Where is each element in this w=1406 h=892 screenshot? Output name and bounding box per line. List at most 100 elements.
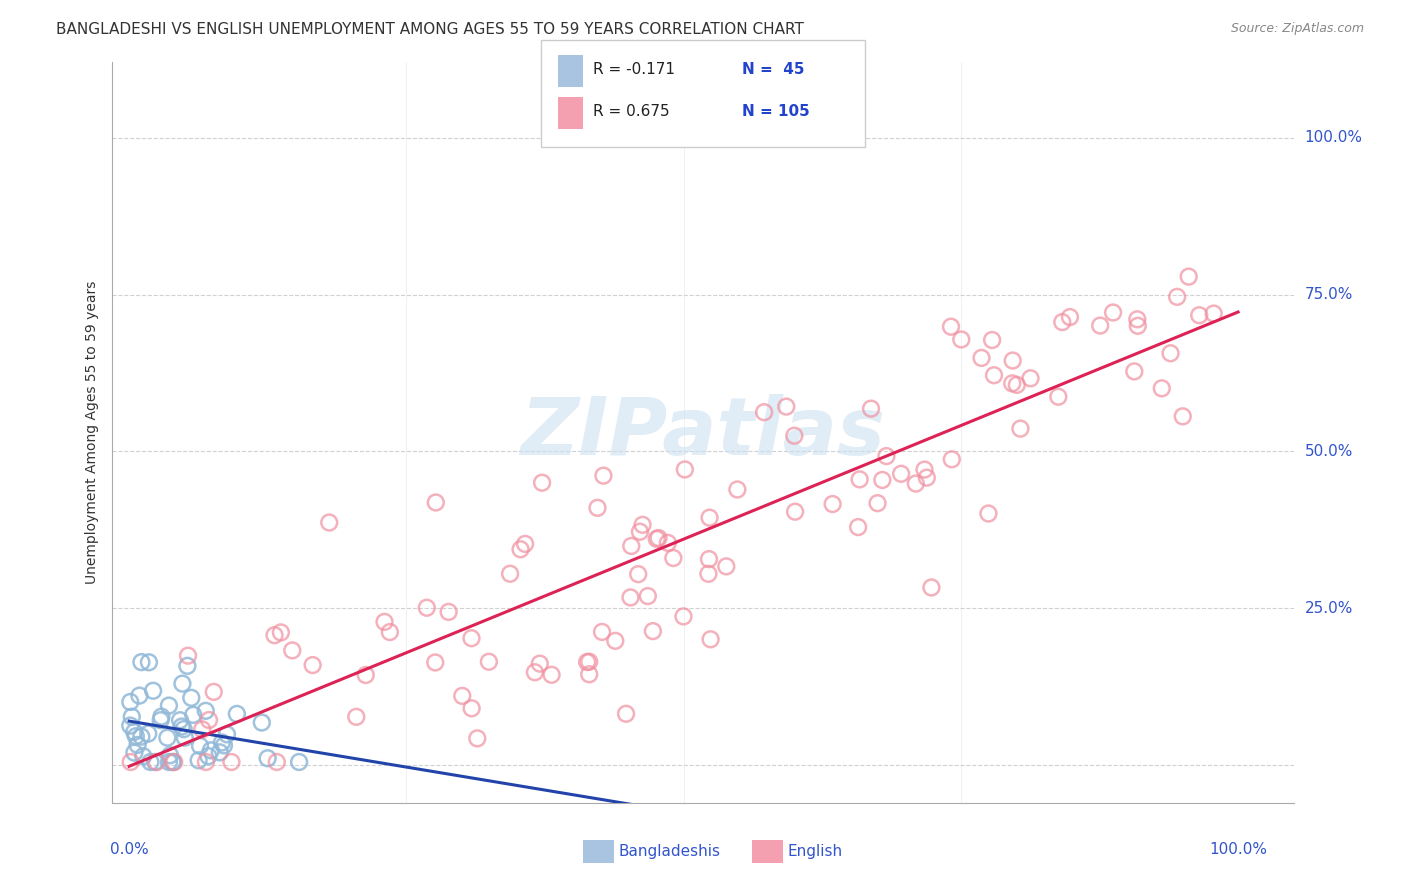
Point bbox=[673, 462, 696, 476]
Point bbox=[697, 552, 720, 566]
Point bbox=[142, 683, 165, 698]
Point bbox=[1123, 364, 1146, 378]
Point bbox=[576, 655, 599, 669]
Point bbox=[860, 401, 883, 416]
Point bbox=[783, 428, 806, 442]
Y-axis label: Unemployment Among Ages 55 to 59 years: Unemployment Among Ages 55 to 59 years bbox=[84, 281, 98, 584]
Point bbox=[163, 755, 186, 769]
Point bbox=[169, 713, 191, 727]
Point bbox=[145, 755, 167, 769]
Point bbox=[131, 730, 153, 744]
Point bbox=[173, 731, 195, 745]
Point bbox=[631, 517, 654, 532]
Point bbox=[425, 495, 447, 509]
Point bbox=[202, 685, 225, 699]
Text: ZIPatlas: ZIPatlas bbox=[520, 393, 886, 472]
Text: 100.0%: 100.0% bbox=[1305, 130, 1362, 145]
Point bbox=[1126, 312, 1149, 326]
Point bbox=[124, 746, 146, 760]
Point bbox=[172, 676, 194, 690]
Point bbox=[170, 720, 193, 734]
Point bbox=[846, 520, 869, 534]
Point bbox=[1059, 310, 1081, 324]
Point bbox=[875, 449, 897, 463]
Point bbox=[120, 695, 142, 709]
Text: 100.0%: 100.0% bbox=[1209, 842, 1267, 856]
Point bbox=[281, 643, 304, 657]
Point bbox=[301, 658, 323, 673]
Point bbox=[848, 472, 870, 486]
Point bbox=[1001, 353, 1024, 368]
Point bbox=[120, 718, 142, 732]
Point bbox=[509, 542, 531, 557]
Point bbox=[212, 739, 235, 753]
Point bbox=[288, 755, 311, 769]
Point bbox=[716, 559, 738, 574]
Point bbox=[191, 723, 214, 737]
Text: 0.0%: 0.0% bbox=[110, 842, 149, 856]
Point bbox=[460, 631, 482, 645]
Point bbox=[785, 505, 807, 519]
Point bbox=[125, 729, 148, 743]
Text: 75.0%: 75.0% bbox=[1305, 287, 1353, 302]
Point bbox=[614, 706, 637, 721]
Point bbox=[378, 625, 401, 640]
Point bbox=[157, 755, 180, 769]
Point bbox=[578, 667, 600, 681]
Point bbox=[177, 648, 200, 663]
Point bbox=[939, 319, 962, 334]
Point bbox=[225, 706, 247, 721]
Text: N =  45: N = 45 bbox=[742, 62, 804, 77]
Point bbox=[162, 755, 184, 769]
Point bbox=[1010, 422, 1032, 436]
Point bbox=[138, 655, 160, 669]
Point bbox=[143, 755, 166, 769]
Point bbox=[1160, 346, 1182, 360]
Point bbox=[425, 656, 447, 670]
Point bbox=[662, 551, 685, 566]
Point bbox=[198, 713, 221, 727]
Point bbox=[950, 333, 973, 347]
Point bbox=[890, 467, 912, 481]
Point bbox=[1102, 305, 1125, 319]
Point bbox=[531, 475, 554, 490]
Point bbox=[592, 468, 614, 483]
Point bbox=[1177, 269, 1199, 284]
Point bbox=[699, 510, 721, 524]
Text: BANGLADESHI VS ENGLISH UNEMPLOYMENT AMONG AGES 55 TO 59 YEARS CORRELATION CHART: BANGLADESHI VS ENGLISH UNEMPLOYMENT AMON… bbox=[56, 22, 804, 37]
Point bbox=[983, 368, 1005, 383]
Text: Bangladeshis: Bangladeshis bbox=[619, 845, 721, 859]
Point bbox=[872, 473, 894, 487]
Point bbox=[188, 739, 211, 753]
Point bbox=[981, 333, 1004, 347]
Point bbox=[752, 405, 775, 419]
Point bbox=[256, 751, 278, 765]
Point bbox=[176, 658, 198, 673]
Point bbox=[866, 496, 889, 510]
Point bbox=[775, 400, 797, 414]
Point bbox=[1202, 307, 1225, 321]
Point bbox=[821, 497, 844, 511]
Point bbox=[725, 483, 748, 497]
Point bbox=[159, 748, 181, 763]
Point bbox=[1150, 381, 1173, 395]
Point bbox=[318, 516, 340, 530]
Point bbox=[641, 624, 664, 639]
Point bbox=[200, 743, 222, 757]
Point bbox=[941, 452, 963, 467]
Point bbox=[699, 632, 721, 647]
Point bbox=[1188, 308, 1211, 322]
Text: 50.0%: 50.0% bbox=[1305, 444, 1353, 459]
Point bbox=[1047, 390, 1070, 404]
Point bbox=[120, 755, 142, 769]
Text: N = 105: N = 105 bbox=[742, 104, 810, 119]
Point bbox=[266, 755, 288, 769]
Point bbox=[149, 713, 172, 727]
Point bbox=[263, 628, 285, 642]
Point bbox=[215, 727, 238, 741]
Point bbox=[672, 609, 695, 624]
Point bbox=[139, 755, 162, 769]
Point bbox=[915, 470, 938, 484]
Point bbox=[250, 715, 273, 730]
Point bbox=[620, 539, 643, 553]
